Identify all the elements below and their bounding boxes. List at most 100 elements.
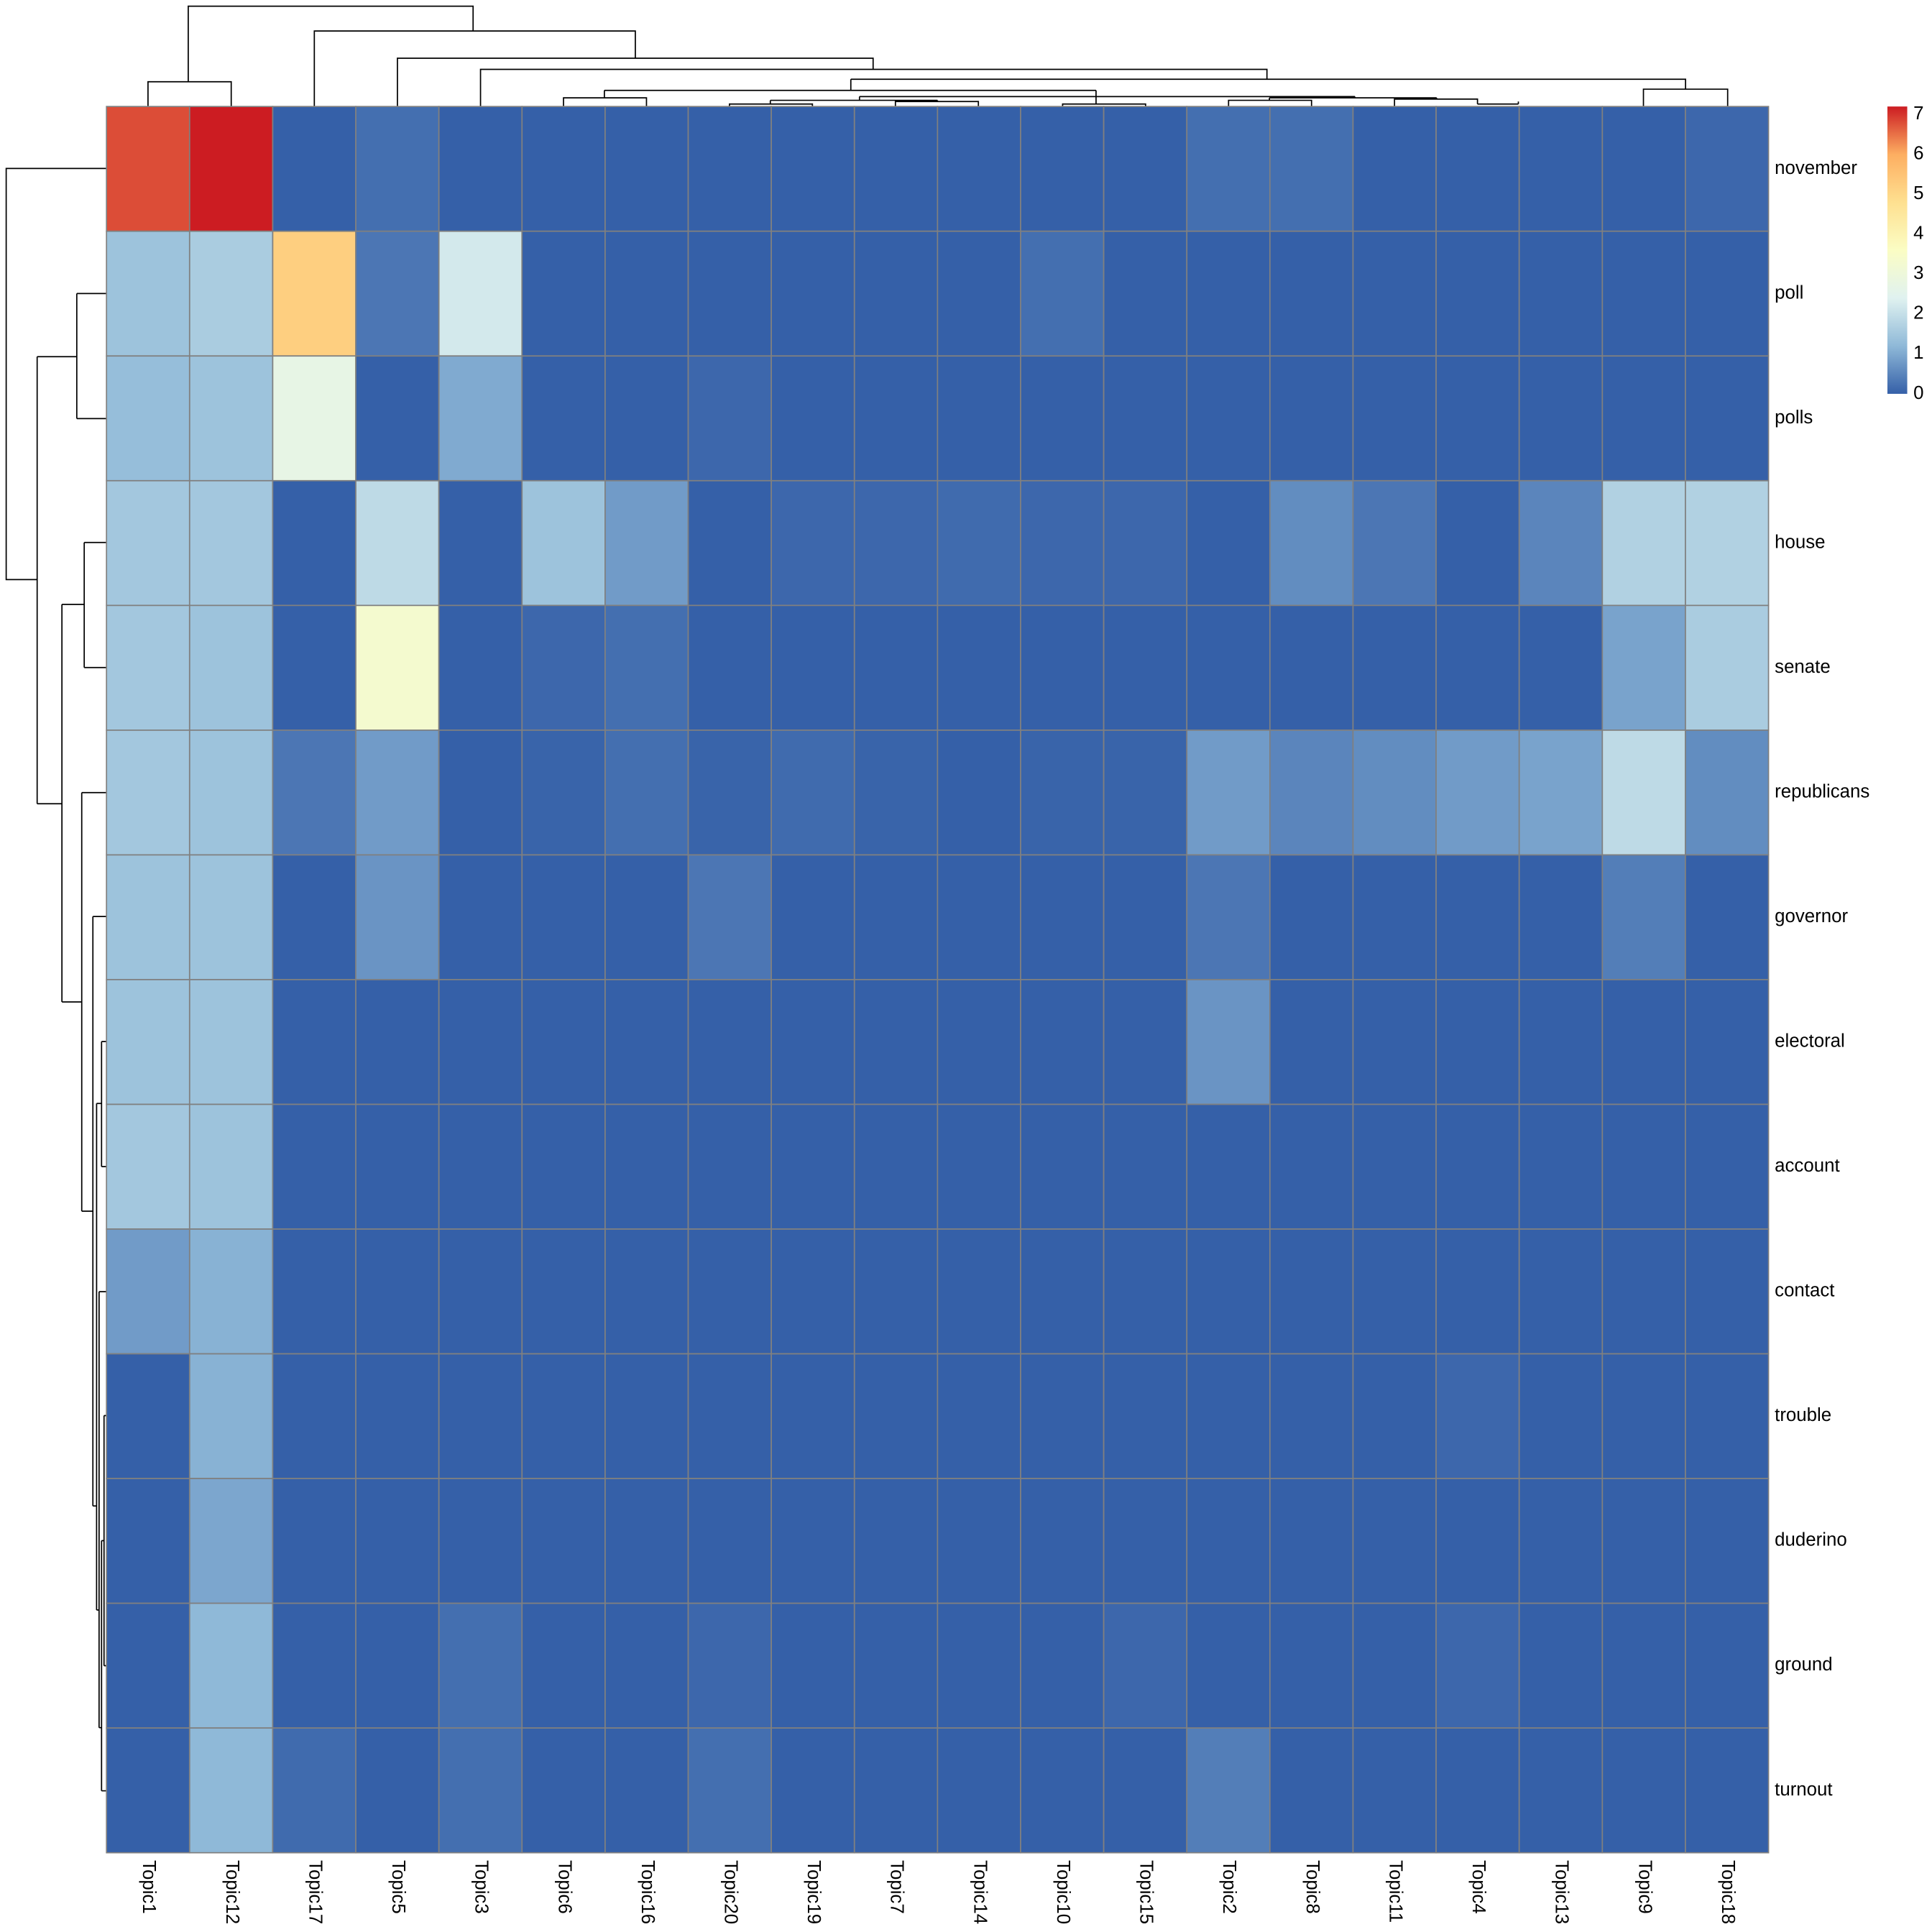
heatmap-cell <box>604 230 689 357</box>
colorbar <box>1887 106 1908 394</box>
heatmap-cell <box>604 730 689 856</box>
heatmap-cell <box>1518 230 1604 357</box>
heatmap-cell <box>853 730 939 856</box>
heatmap-cell <box>1601 730 1686 856</box>
heatmap-cell <box>1103 1103 1188 1230</box>
heatmap-cell <box>106 355 190 482</box>
heatmap-cell <box>1020 1727 1105 1854</box>
row-label: senate <box>1775 657 1831 677</box>
heatmap-cell <box>1352 230 1437 357</box>
heatmap-cell <box>604 1478 689 1604</box>
heatmap-cell <box>687 730 772 856</box>
heatmap-cell <box>438 106 523 232</box>
heatmap-cell <box>1518 1353 1604 1479</box>
heatmap-cell <box>1269 979 1354 1105</box>
heatmap-cell <box>438 230 523 357</box>
heatmap-cell <box>1601 1478 1686 1604</box>
heatmap-cell <box>1685 1353 1770 1479</box>
heatmap-cell <box>355 106 440 232</box>
row-label: electoral <box>1775 1031 1845 1052</box>
heatmap-cell <box>355 1478 440 1604</box>
heatmap-cell <box>1435 1228 1520 1355</box>
heatmap-cell <box>272 355 356 482</box>
heatmap-cell <box>1518 604 1604 731</box>
heatmap-cell <box>770 1602 855 1729</box>
row-label: governor <box>1775 906 1848 926</box>
heatmap-cell <box>1601 1228 1686 1355</box>
heatmap-cell <box>272 1727 356 1854</box>
heatmap-cell <box>1518 1228 1604 1355</box>
heatmap-cell <box>853 479 939 607</box>
heatmap-cell <box>687 1228 772 1355</box>
heatmap-cell <box>1103 1602 1188 1729</box>
row-label: november <box>1775 158 1857 178</box>
heatmap-cell <box>272 854 356 980</box>
heatmap-cell <box>1435 479 1520 607</box>
heatmap-cell <box>188 604 274 731</box>
heatmap-cell <box>853 1103 939 1230</box>
heatmap-cell <box>272 1228 356 1355</box>
heatmap-cell <box>272 730 356 856</box>
heatmap-cell <box>937 979 1021 1105</box>
column-label: Topic10 <box>1053 1860 1073 1924</box>
heatmap-cell <box>521 1478 606 1604</box>
heatmap-cell <box>687 355 772 482</box>
heatmap-cell <box>1103 1353 1188 1479</box>
heatmap-cell <box>355 854 440 980</box>
heatmap-cell <box>272 1103 356 1230</box>
heatmap-cell <box>1186 1478 1271 1604</box>
heatmap-cell <box>188 106 274 232</box>
heatmap-cell <box>1685 230 1770 357</box>
heatmap-cell <box>1601 479 1686 607</box>
heatmap-cell <box>521 230 606 357</box>
heatmap-cell <box>1103 1478 1188 1604</box>
heatmap-cells <box>106 106 1770 1854</box>
heatmap-cell <box>1435 1103 1520 1230</box>
heatmap-cell <box>272 479 356 607</box>
column-label: Topic4 <box>1468 1860 1489 1914</box>
heatmap-cell <box>1352 1228 1437 1355</box>
heatmap-cell <box>687 1602 772 1729</box>
heatmap-cell <box>937 1727 1021 1854</box>
heatmap-cell <box>853 604 939 731</box>
colorbar-tick-label: 0 <box>1913 383 1923 403</box>
heatmap-cell <box>355 1727 440 1854</box>
heatmap-cell <box>188 1727 274 1854</box>
heatmap-cell <box>438 730 523 856</box>
heatmap-cell <box>853 979 939 1105</box>
column-label: Topic15 <box>1136 1860 1156 1924</box>
heatmap-cell <box>937 355 1021 482</box>
heatmap-cell <box>687 604 772 731</box>
column-label: Topic17 <box>305 1860 325 1924</box>
heatmap-cell <box>937 1478 1021 1604</box>
heatmap-cell <box>438 479 523 607</box>
heatmap-cell <box>438 604 523 731</box>
heatmap-cell <box>853 1353 939 1479</box>
heatmap-cell <box>1352 106 1437 232</box>
heatmap-cell <box>1685 979 1770 1105</box>
heatmap-cell <box>770 1353 855 1479</box>
heatmap-cell <box>1601 604 1686 731</box>
heatmap-cell <box>937 479 1021 607</box>
column-label: Topic6 <box>554 1860 574 1914</box>
heatmap-cell <box>1269 730 1354 856</box>
heatmap-cell <box>1601 854 1686 980</box>
heatmap-cell <box>1186 355 1271 482</box>
heatmap-cell <box>604 1602 689 1729</box>
heatmap-cell <box>937 604 1021 731</box>
heatmap-cell <box>770 106 855 232</box>
heatmap-cell <box>1435 1727 1520 1854</box>
heatmap-cell <box>1601 106 1686 232</box>
heatmap-cell <box>1518 355 1604 482</box>
heatmap-cell <box>1601 979 1686 1105</box>
heatmap-cell <box>272 1602 356 1729</box>
heatmap-cell <box>1352 1103 1437 1230</box>
heatmap-cell <box>1435 1353 1520 1479</box>
heatmap-cell <box>687 230 772 357</box>
heatmap-cell <box>937 730 1021 856</box>
heatmap-cell <box>106 854 190 980</box>
heatmap-cell <box>1186 479 1271 607</box>
heatmap-cell <box>1186 230 1271 357</box>
heatmap-cell <box>106 1727 190 1854</box>
